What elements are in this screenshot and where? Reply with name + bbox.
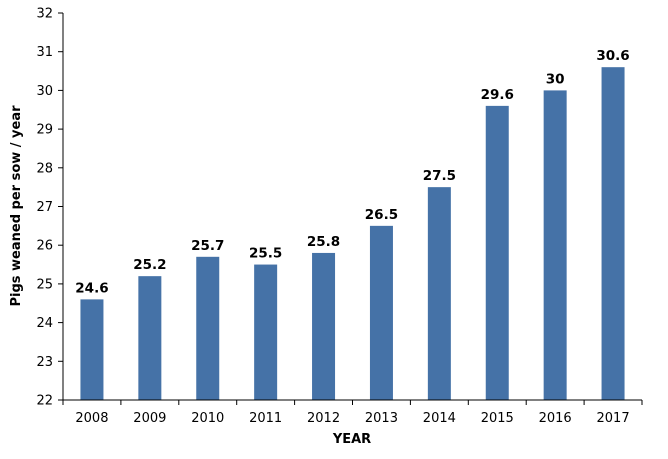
- data-label-2008: 24.6: [75, 280, 108, 296]
- x-tick-label: 2013: [365, 411, 398, 426]
- bar-2009: [138, 276, 162, 400]
- x-tick-label: 2010: [191, 411, 224, 426]
- x-tick-label: 2015: [481, 411, 514, 426]
- x-tick-label: 2014: [423, 411, 456, 426]
- bars-group: [80, 67, 625, 401]
- y-tick-label: 22: [36, 394, 53, 409]
- y-tick-label: 30: [36, 84, 53, 99]
- x-tick-label: 2009: [133, 411, 166, 426]
- bar-2017: [601, 67, 625, 401]
- y-tick-label: 23: [36, 355, 53, 370]
- y-tick-label: 25: [36, 277, 53, 292]
- x-axis-title: YEAR: [332, 432, 371, 447]
- x-tick-label: 2008: [75, 411, 108, 426]
- x-tick-label: 2011: [249, 411, 282, 426]
- data-label-2009: 25.2: [133, 257, 166, 273]
- plot-area: 24.6 25.2 25.7 25.5 25.8 26.5 27.5 29.6 30 30.6: [75, 48, 630, 401]
- x-tick-label: 2016: [539, 411, 572, 426]
- data-label-2011: 25.5: [249, 246, 282, 262]
- data-label-2016: 30: [546, 71, 565, 87]
- data-label-2015: 29.6: [481, 87, 514, 103]
- y-tick-label: 32: [36, 7, 53, 22]
- y-tick-label: 26: [36, 239, 53, 254]
- y-tick-label: 27: [36, 200, 53, 215]
- y-ticks-group: 22 23 24 25 26 27 28 29 30 31 32: [36, 7, 63, 409]
- bar-2014: [427, 187, 451, 400]
- bar-2016: [543, 90, 567, 401]
- x-ticks-group: 2008 2009 2010 2011 2012 2013 2014 2015 2016 2017: [62, 400, 643, 426]
- y-tick-label: 29: [36, 123, 53, 138]
- y-tick-label: 24: [36, 316, 53, 331]
- y-tick-label: 31: [36, 45, 53, 60]
- bar-2015: [485, 105, 509, 400]
- bar-2010: [196, 256, 220, 400]
- bar-2012: [312, 252, 336, 400]
- bar-2013: [369, 225, 393, 400]
- data-label-2013: 26.5: [365, 207, 398, 223]
- data-label-2012: 25.8: [307, 234, 340, 250]
- bar-2008: [80, 299, 104, 400]
- y-tick-label: 28: [36, 161, 53, 176]
- data-label-2014: 27.5: [423, 168, 456, 184]
- y-axis-title: Pigs weaned per sow / year: [9, 105, 24, 307]
- data-label-2010: 25.7: [191, 238, 224, 254]
- data-labels-group: 24.6 25.2 25.7 25.5 25.8 26.5 27.5 29.6 30 30.6: [75, 48, 629, 296]
- x-tick-label: 2012: [307, 411, 340, 426]
- x-tick-label: 2017: [597, 411, 630, 426]
- data-label-2017: 30.6: [596, 48, 629, 64]
- bar-2011: [254, 264, 278, 400]
